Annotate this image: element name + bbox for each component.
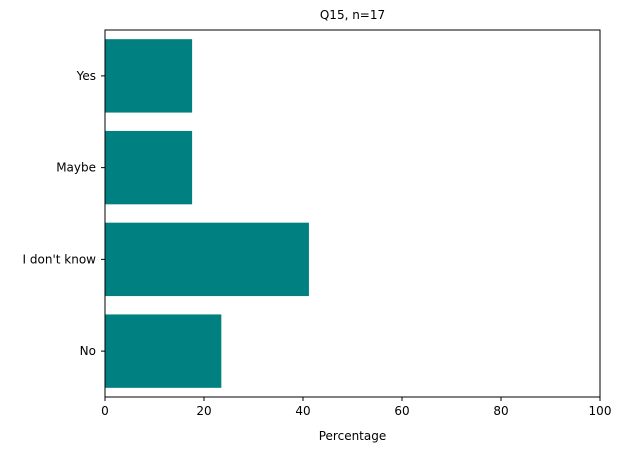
x-tick-label: 100 (589, 404, 612, 418)
plot-frame (104, 29, 601, 398)
y-tick-label: No (80, 344, 96, 358)
bar-i-don-t-know (105, 222, 309, 297)
y-tick-label: Yes (76, 69, 96, 83)
x-axis-label: Percentage (319, 429, 387, 443)
x-tick-label: 20 (196, 404, 211, 418)
y-axis: Yes Maybe I don't know No (23, 69, 105, 358)
x-axis: 0 20 40 60 80 100 (101, 397, 611, 418)
x-tick-label: 80 (493, 404, 508, 418)
y-tick-label: I don't know (23, 252, 97, 266)
bar-no (105, 314, 222, 388)
y-tick-label: Maybe (56, 161, 96, 175)
chart-title: Q15, n=17 (320, 8, 385, 22)
bars-layer (105, 39, 309, 388)
x-tick-label: 60 (394, 404, 409, 418)
bar-yes (105, 39, 193, 113)
x-tick-label: 40 (295, 404, 310, 418)
bar-maybe (105, 130, 193, 205)
x-tick-label: 0 (101, 404, 109, 418)
